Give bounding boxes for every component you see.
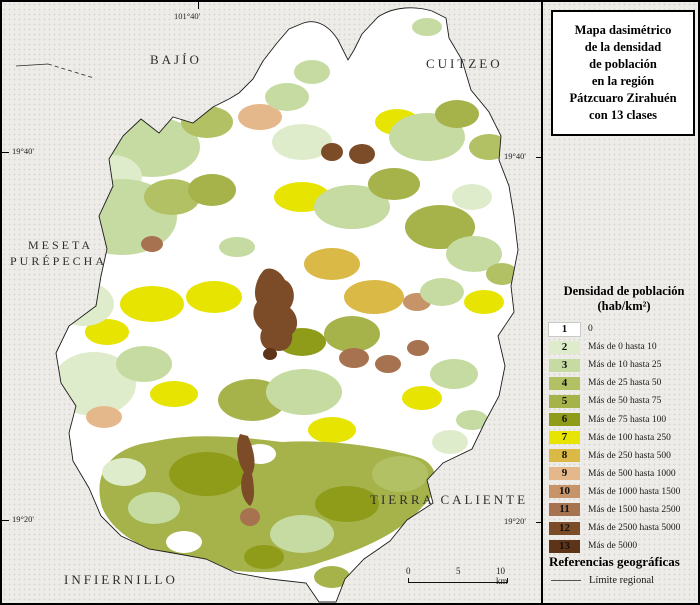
reference-item-regional-limit: Límite regional [549, 575, 698, 586]
legend-item-9: 9 Más de 500 hasta 1000 [549, 465, 698, 483]
title-line: Pátzcuaro Zirahuén [569, 91, 677, 105]
regional-boundary [55, 7, 519, 603]
legend-label-6: Más de 75 hasta 100 [588, 414, 667, 425]
legend-label-8: Más de 250 hasta 500 [588, 450, 671, 461]
tick-top [198, 2, 199, 9]
scale-bar-line [408, 582, 508, 583]
scale-label-start: 0 [406, 566, 411, 576]
legend-swatch-2: 2 [549, 340, 580, 354]
legend-item-2: 2 Más de 0 hasta 10 [549, 338, 698, 356]
tick-right-bottom [536, 522, 543, 523]
patzcuaro-urban-patch [253, 268, 298, 352]
reference-label: Límite regional [589, 575, 655, 586]
legend-label-9: Más de 500 hasta 1000 [588, 468, 676, 479]
legend-item-3: 3 Más de 10 hasta 25 [549, 356, 698, 374]
scale-bar: 0 5 10 km [400, 566, 518, 590]
legend: Densidad de población (hab/km²) 1 0 2 Más d… [548, 284, 698, 555]
region-label-infiernillo: INFIERNILLO [64, 572, 178, 587]
references-heading: Referencias geográficas [549, 554, 680, 569]
legend-item-11: 11 Más de 1500 hasta 2500 [549, 501, 698, 519]
legend-swatch-10: 10 [549, 485, 580, 499]
legend-item-12: 12 Más de 2500 hasta 5000 [549, 519, 698, 537]
legend-heading-line2: (hab/km²) [597, 299, 651, 313]
neighbor-boundary-line [47, 63, 95, 79]
map-panel: 101°40' 19°40' 19°20' 19°40' 19°20' BAJÍ… [2, 2, 543, 603]
legend-heading-line1: Densidad de población [563, 284, 685, 298]
title-line: en la región [591, 74, 655, 88]
legend-item-4: 4 Más de 25 hasta 50 [549, 374, 698, 392]
legend-swatch-6: 6 [549, 413, 580, 427]
legend-item-6: 6 Más de 75 hasta 100 [549, 410, 698, 428]
legend-label-4: Más de 25 hasta 50 [588, 378, 662, 389]
title-line: de la densidad [584, 40, 662, 54]
scale-bar-tick-right [507, 578, 508, 583]
tick-left-top [2, 152, 9, 153]
legend-item-5: 5 Más de 50 hasta 75 [549, 392, 698, 410]
santa-clara-urban-patch [237, 434, 255, 506]
legend-label-12: Más de 2500 hasta 5000 [588, 523, 681, 534]
region-label-meseta-line2: PURÉPECHA [10, 254, 108, 268]
legend-swatch-7: 7 [549, 431, 580, 445]
legend-label-5: Más de 50 hasta 75 [588, 396, 662, 407]
neighbor-boundary-line [15, 63, 49, 67]
scale-label-end: 10 km [496, 566, 508, 586]
legend-item-10: 10 Más de 1000 hasta 1500 [549, 483, 698, 501]
map-title-box: Mapa dasimétrico de la densidad de pobla… [551, 10, 695, 136]
region-label-meseta-line1: MESETA [28, 238, 94, 252]
legend-swatch-3: 3 [549, 358, 580, 372]
legend-swatch-9: 9 [549, 467, 580, 481]
title-line: con 13 clases [588, 108, 658, 122]
region-label-bajio: BAJÍO [150, 52, 202, 67]
legend-items: 1 0 2 Más de 0 hasta 10 3 Más de 10 hasta 25 4… [548, 320, 698, 555]
title-line: Mapa dasimétrico [574, 23, 672, 37]
coord-label-left-top: 19°40' [12, 146, 34, 156]
region-label-tierra-caliente: TIERRA CALIENTE [370, 492, 529, 507]
legend-label-3: Más de 10 hasta 25 [588, 360, 662, 371]
legend-item-8: 8 Más de 250 hasta 500 [549, 447, 698, 465]
legend-swatch-13: 13 [549, 539, 580, 553]
coord-label-left-bottom: 19°20' [12, 514, 34, 524]
scale-label-mid: 5 [456, 566, 461, 576]
scale-bar-tick-left [408, 578, 409, 583]
sidebar: Mapa dasimétrico de la densidad de pobla… [545, 2, 698, 603]
regional-limit-line-symbol [551, 580, 581, 581]
tick-left-bottom [2, 520, 9, 521]
legend-label-11: Más de 1500 hasta 2500 [588, 504, 681, 515]
legend-swatch-5: 5 [549, 394, 580, 408]
legend-label-7: Más de 100 hasta 250 [588, 432, 671, 443]
title-line: de población [589, 57, 657, 71]
legend-swatch-1: 1 [548, 321, 581, 337]
legend-label-1: 0 [588, 324, 593, 335]
density-patches [56, 18, 518, 588]
coord-label-top: 101°40' [174, 11, 201, 21]
region-label-cuitzeo: CUITZEO [426, 56, 503, 71]
legend-label-10: Más de 1000 hasta 1500 [588, 486, 681, 497]
legend-swatch-12: 12 [549, 521, 580, 535]
geographic-references: Referencias geográficas Límite regional [549, 554, 698, 586]
coord-label-right-top: 19°40' [504, 151, 526, 161]
legend-swatch-4: 4 [549, 376, 580, 390]
legend-swatch-8: 8 [549, 449, 580, 463]
legend-label-13: Más de 5000 [588, 541, 638, 552]
coord-label-right-bottom: 19°20' [504, 516, 526, 526]
legend-swatch-11: 11 [549, 503, 580, 517]
legend-label-2: Más de 0 hasta 10 [588, 342, 657, 353]
map-canvas [15, 7, 519, 603]
legend-item-13: 13 Más de 5000 [549, 537, 698, 555]
legend-item-7: 7 Más de 100 hasta 250 [549, 429, 698, 447]
tick-right-top [536, 157, 543, 158]
